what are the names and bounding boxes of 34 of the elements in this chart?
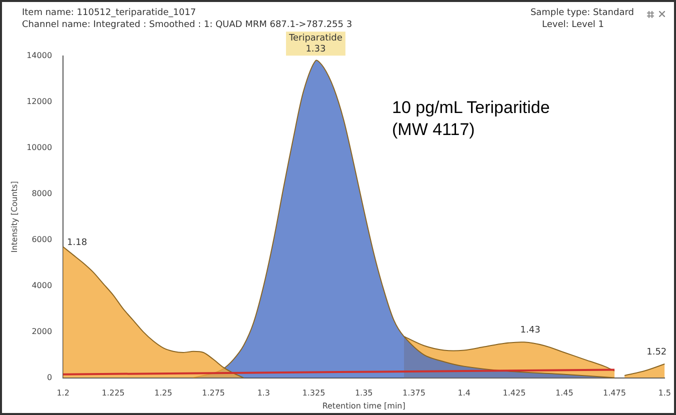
x-tick-label: 1.225: [102, 388, 125, 398]
text: Level: Level 1: [542, 20, 604, 30]
annotation: (MW 4117): [392, 120, 475, 140]
annotation: 10 pg/mL Teriparitide: [392, 98, 550, 118]
y-tick-label: 2000: [32, 326, 52, 336]
annotation: 1.33: [306, 44, 326, 54]
x-tick-label: 1.3: [257, 388, 270, 398]
x-tick-label: 1.375: [402, 388, 426, 398]
y-tick-label: 10000: [26, 143, 52, 152]
text: Channel name: Integrated : Smoothed : 1: QUAD MRM 687.1->787.255 3: [22, 20, 352, 30]
y-tick-label: 8000: [32, 188, 52, 198]
x-tick-label: 1.475: [603, 388, 626, 398]
text: Sample type: Standard: [530, 8, 634, 18]
y-tick-label: 6000: [32, 234, 52, 244]
x-axis-title: Retention time [min]: [322, 401, 406, 410]
x-tick-label: 1.275: [202, 388, 225, 398]
x-tick-label: 1.25: [154, 388, 172, 398]
y-axis-title: Intensity [Counts]: [10, 181, 19, 253]
x-tick-label: 1.35: [354, 388, 373, 398]
x-tick-label: 1.2: [56, 388, 70, 398]
y-tick-label: 12000: [26, 97, 52, 106]
y-tick-label: 0: [46, 372, 52, 382]
x-tick-label: 1.4: [458, 388, 470, 398]
annotation: 1.18: [67, 238, 88, 248]
y-tick-label: 4000: [32, 280, 52, 290]
y-tick-label: 14000: [26, 51, 52, 60]
x-tick-label: 1.425: [502, 388, 526, 398]
annotation: Teriparatide: [288, 33, 343, 44]
text: Item name: 110512_teriparatide_1017: [22, 8, 196, 18]
annotation: 1.52: [646, 347, 667, 358]
x-tick-label: 1.5: [658, 388, 672, 398]
x-tick-label: 1.325: [302, 388, 326, 398]
x-tick-label: 1.45: [555, 388, 574, 398]
annotation: 1.43: [520, 326, 540, 336]
